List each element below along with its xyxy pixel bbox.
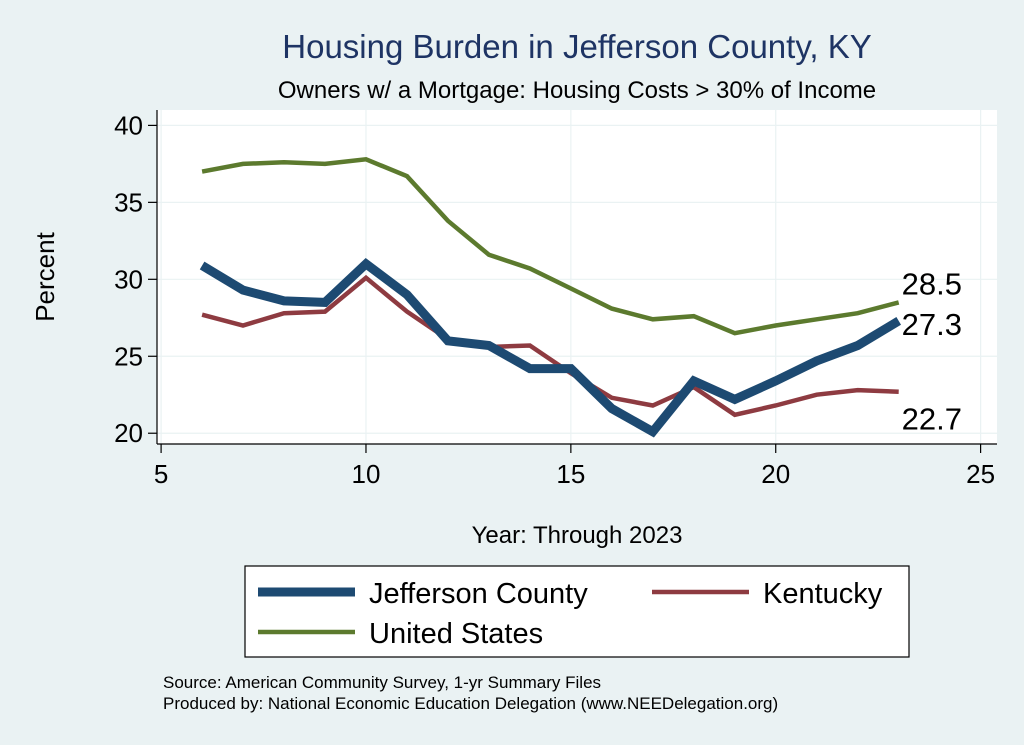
legend-label-kentucky: Kentucky xyxy=(763,578,883,610)
legend-items: Jefferson County Kentucky United States xyxy=(258,578,883,650)
end-label-united-states: 28.5 xyxy=(902,266,962,301)
x-ticks: 5 10 15 20 25 xyxy=(154,444,995,489)
x-tick-label: 10 xyxy=(352,459,381,489)
produced-by-note: Produced by: National Economic Education… xyxy=(163,694,778,713)
legend-label-united-states: United States xyxy=(369,618,543,650)
y-axis-label: Percent xyxy=(30,231,60,321)
end-label-kentucky: 22.7 xyxy=(902,402,962,437)
x-tick-label: 5 xyxy=(154,459,168,489)
series-line-kentucky xyxy=(201,274,899,418)
y-tick-label: 35 xyxy=(114,187,143,217)
end-label-jefferson-county: 27.3 xyxy=(902,307,962,342)
y-tick-label: 40 xyxy=(114,110,143,140)
y-tick-label: 20 xyxy=(114,418,143,448)
legend-box xyxy=(244,565,910,658)
chart-subtitle: Owners w/ a Mortgage: Housing Costs > 30… xyxy=(278,77,876,104)
series-line-united-states xyxy=(201,156,900,336)
chart-title: Housing Burden in Jefferson County, KY xyxy=(282,28,871,65)
end-labels: 27.3 22.7 28.5 xyxy=(902,266,962,436)
x-tick-label: 20 xyxy=(761,459,790,489)
legend: Jefferson County Kentucky United States xyxy=(244,565,910,658)
series-line-jefferson-county xyxy=(199,258,902,438)
x-tick-label: 25 xyxy=(966,459,995,489)
y-tick-label: 30 xyxy=(114,264,143,294)
source-note: Source: American Community Survey, 1-yr … xyxy=(163,673,601,692)
legend-label-jefferson-county: Jefferson County xyxy=(369,578,588,610)
series-lines xyxy=(199,156,902,438)
x-tick-label: 15 xyxy=(556,459,585,489)
x-axis-label: Year: Through 2023 xyxy=(472,522,683,549)
y-ticks: 20 25 30 35 40 xyxy=(114,110,157,448)
y-tick-label: 25 xyxy=(114,341,143,371)
